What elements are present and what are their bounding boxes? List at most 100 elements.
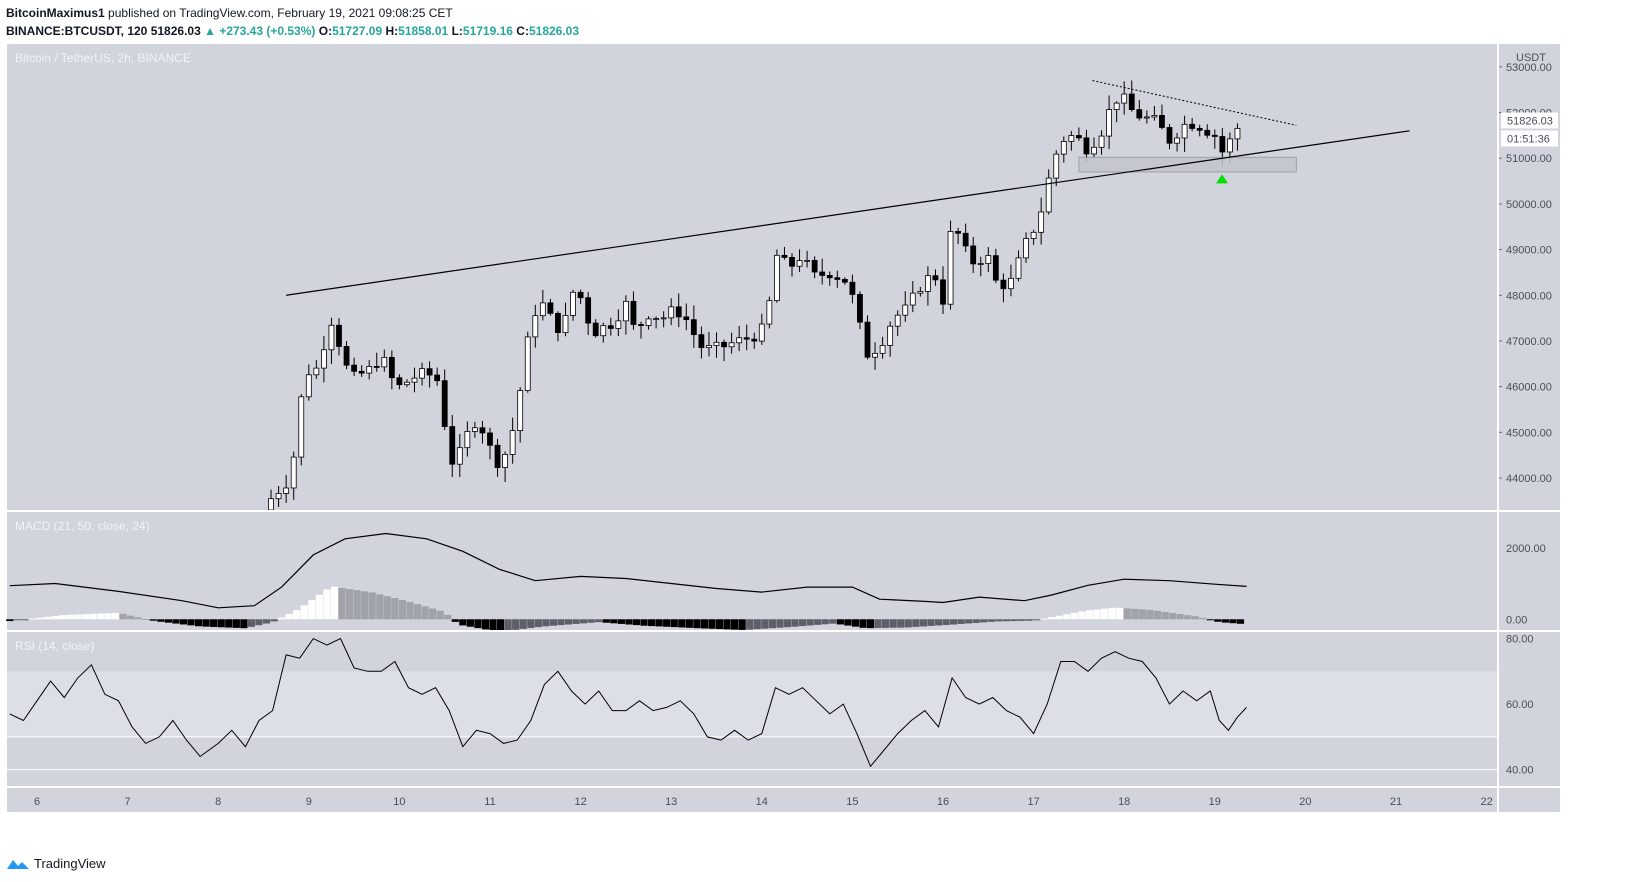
candle-body-down: [1204, 129, 1211, 136]
candle-body-down: [857, 294, 863, 323]
candle-body-up: [570, 291, 576, 316]
candle-body-down: [683, 316, 690, 321]
candle-body-up: [917, 291, 924, 294]
macd-pane-title: MACD (21, 50, close, 24): [15, 519, 150, 533]
candle-body-down: [426, 368, 433, 376]
macd-histogram-bar-pos: [1191, 616, 1199, 620]
candle-body-up: [313, 367, 320, 376]
candle-body-up: [539, 302, 546, 317]
candle-body-down: [819, 271, 826, 276]
candle-body-up: [713, 341, 720, 346]
high-label: H:: [385, 24, 399, 38]
macd-histogram-bar-pos: [444, 614, 452, 620]
chart-canvas[interactable]: 44000.00 45000.00 46000.00 47000.00 48000.00…: [0, 0, 1627, 850]
macd-histogram-bar-pos: [1161, 611, 1169, 620]
macd-histogram-bar-neg: [6, 619, 14, 622]
time-tick-label: 14: [756, 796, 768, 808]
macd-histogram-bar-pos: [1108, 607, 1116, 620]
macd-histogram-bar-neg: [255, 619, 263, 626]
rsi-pane-title: RSI (14, close): [15, 639, 94, 653]
candle-body-down: [743, 337, 750, 340]
candle-body-down: [585, 297, 592, 324]
candle-body-up: [532, 315, 539, 338]
low-label: L:: [451, 24, 463, 38]
macd-histogram-bar-neg: [466, 619, 474, 627]
candle-body-down: [864, 321, 871, 358]
macd-histogram-bar-pos: [308, 600, 316, 620]
candle-body-down: [826, 274, 833, 279]
macd-histogram-bar-neg: [202, 619, 210, 627]
macd-histogram-bar-neg: [217, 619, 225, 628]
bounce-marker-triangle: [1216, 174, 1229, 184]
macd-histogram-bar-neg: [194, 619, 203, 627]
macd-histogram-bar-neg: [934, 619, 943, 626]
candle-body-up: [268, 498, 274, 511]
macd-histogram-bar-neg: [882, 619, 890, 628]
macd-histogram-bar-neg: [904, 619, 912, 628]
macd-histogram-bar-neg: [866, 619, 875, 629]
candle-body-up: [706, 345, 712, 349]
macd-histogram-bar-pos: [278, 617, 286, 620]
macd-histogram-bar-neg: [610, 619, 618, 624]
macd-histogram-bar-pos: [413, 604, 422, 620]
candle-body-up: [645, 318, 652, 326]
candle-body-up: [653, 318, 659, 320]
macd-histogram-bar-neg: [761, 619, 769, 629]
macd-histogram-bar-neg: [580, 619, 588, 624]
price-tick-label: 46000.00: [1506, 382, 1552, 394]
macd-histogram-bar-neg: [844, 619, 852, 626]
candle-body-up: [524, 336, 531, 391]
candle-body-up: [1174, 137, 1180, 144]
macd-histogram-bar-pos: [119, 613, 127, 620]
ohlc-line: BINANCE:BTCUSDT, 120 51826.03 ▲ +273.43 …: [6, 22, 579, 40]
macd-histogram-bar-pos: [127, 615, 135, 620]
macd-histogram-bar-pos: [391, 598, 399, 620]
macd-histogram-bar-neg: [942, 619, 950, 626]
candle-body-up: [298, 396, 305, 458]
time-tick-label: 20: [1299, 796, 1311, 808]
support-zone: [1078, 156, 1297, 173]
rsi-tick-label: 80.00: [1506, 634, 1534, 646]
candle-body-down: [751, 338, 758, 342]
candle-body-up: [872, 352, 878, 358]
macd-histogram-bar-neg: [738, 619, 746, 630]
candle-body-up: [290, 456, 297, 489]
macd-histogram-bar-pos: [383, 596, 391, 620]
macd-histogram-bar-neg: [753, 619, 761, 630]
macd-histogram-bar-neg: [1025, 619, 1033, 621]
candle-body-up: [894, 314, 901, 327]
candle-body-down: [577, 291, 584, 299]
macd-histogram-bar-pos: [1123, 608, 1131, 620]
brand-name[interactable]: TradingView: [34, 856, 106, 871]
candle-body-up: [728, 342, 735, 348]
candle-body-up: [305, 374, 312, 398]
high-value: 51858.01: [398, 24, 449, 38]
candle-body-up: [947, 231, 954, 305]
macd-histogram-bar-pos: [421, 606, 429, 620]
candle-body-down: [849, 281, 856, 295]
macd-histogram-bar-neg: [504, 619, 512, 631]
candle-body-down: [1128, 93, 1135, 111]
candle-body-up: [766, 300, 773, 325]
macd-histogram-bar-pos: [36, 617, 44, 620]
close-label: C:: [516, 24, 529, 38]
pane-background-2: [7, 512, 1497, 630]
macd-histogram-bar-neg: [542, 619, 550, 627]
candle-body-up: [1121, 93, 1128, 104]
macd-histogram-bar-pos: [323, 589, 331, 620]
candle-body-up: [1113, 102, 1120, 110]
candle-body-down: [992, 255, 999, 281]
candle-body-up: [381, 356, 388, 368]
time-tick-label: 13: [665, 796, 677, 808]
author-name[interactable]: BitcoinMaximus1: [6, 6, 105, 20]
open-label: O:: [318, 24, 333, 38]
macd-histogram-bar-neg: [557, 619, 565, 626]
price-tick-label: 50000.00: [1506, 199, 1552, 211]
candle-body-up: [1098, 135, 1105, 148]
candle-body-down: [841, 279, 848, 283]
candle-body-up: [1015, 257, 1022, 279]
macd-histogram-bar-neg: [179, 619, 188, 625]
macd-histogram-bar-neg: [700, 619, 709, 629]
last-price-label-bg: [1501, 112, 1558, 129]
candle-body-up: [804, 259, 810, 262]
